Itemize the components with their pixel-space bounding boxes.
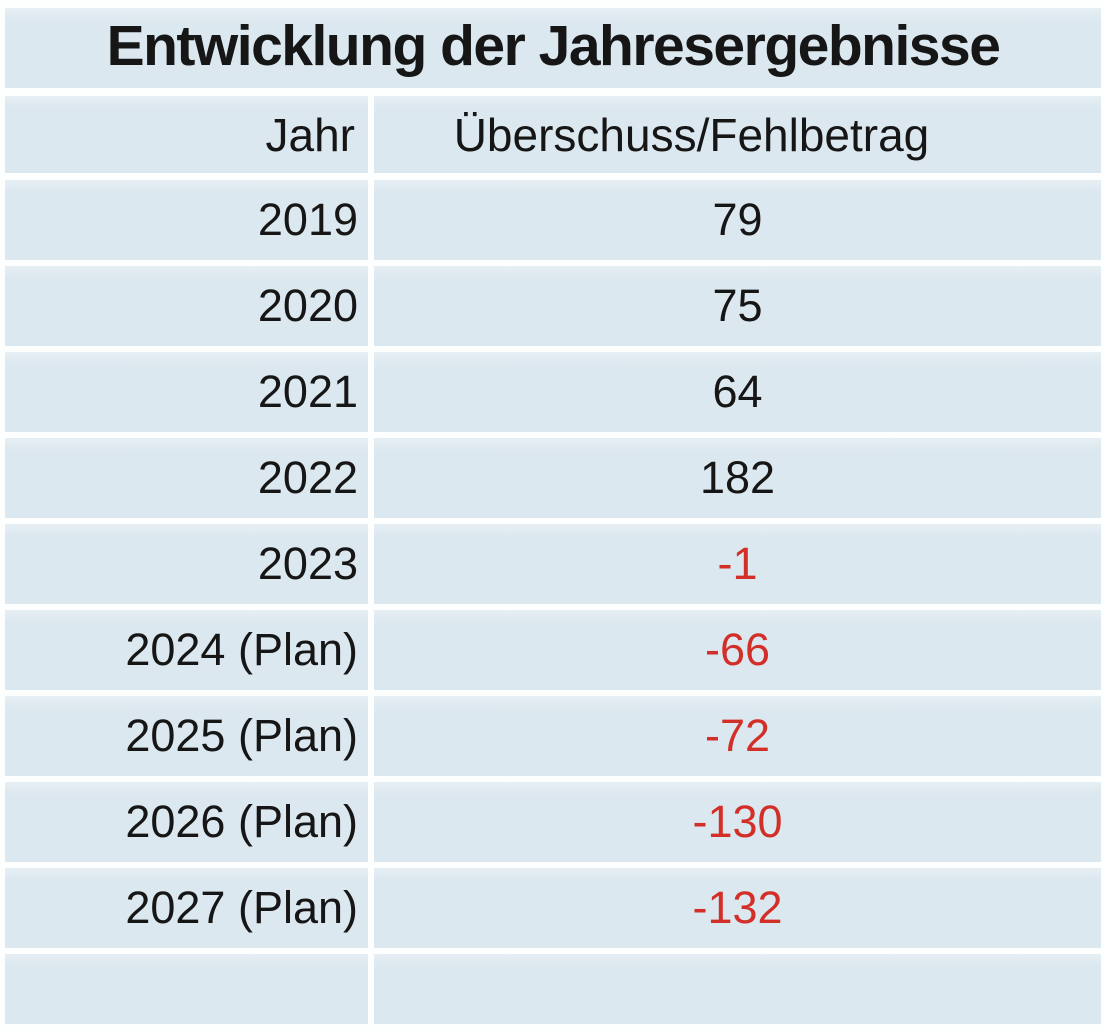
table-row: 2021 64 bbox=[5, 352, 1101, 432]
year-cell: 2024 (Plan) bbox=[5, 610, 368, 690]
value-cell: -132 bbox=[374, 868, 1101, 948]
value-cell: -1 bbox=[374, 524, 1101, 604]
year-cell: 2021 bbox=[5, 352, 368, 432]
value-cell: -66 bbox=[374, 610, 1101, 690]
empty-value-cell bbox=[374, 954, 1101, 1024]
table-row: 2022 182 bbox=[5, 438, 1101, 518]
table-row: 2019 79 bbox=[5, 180, 1101, 260]
column-header-surplus-deficit: Überschuss/Fehlbetrag bbox=[374, 96, 1101, 173]
title-row: Entwicklung der Jahresergebnisse bbox=[5, 8, 1101, 88]
table-row: 2026 (Plan) -130 bbox=[5, 782, 1101, 862]
year-cell: 2026 (Plan) bbox=[5, 782, 368, 862]
year-cell: 2022 bbox=[5, 438, 368, 518]
value-cell: 64 bbox=[374, 352, 1101, 432]
table-row: 2027 (Plan) -132 bbox=[5, 868, 1101, 948]
header-row: Jahr Überschuss/Fehlbetrag bbox=[5, 96, 1101, 173]
value-cell: 79 bbox=[374, 180, 1101, 260]
table-body: 2019 79 2020 75 2021 64 2022 182 2023 -1… bbox=[5, 180, 1101, 948]
table-row: 2023 -1 bbox=[5, 524, 1101, 604]
year-cell: 2023 bbox=[5, 524, 368, 604]
value-cell: -72 bbox=[374, 696, 1101, 776]
year-cell: 2027 (Plan) bbox=[5, 868, 368, 948]
table-row: 2025 (Plan) -72 bbox=[5, 696, 1101, 776]
table-row: 2024 (Plan) -66 bbox=[5, 610, 1101, 690]
table-title: Entwicklung der Jahresergebnisse bbox=[106, 14, 1001, 78]
year-cell: 2019 bbox=[5, 180, 368, 260]
value-cell: 182 bbox=[374, 438, 1101, 518]
column-header-year: Jahr bbox=[5, 96, 368, 173]
empty-row bbox=[5, 954, 1101, 1024]
value-cell: -130 bbox=[374, 782, 1101, 862]
value-cell: 75 bbox=[374, 266, 1101, 346]
year-cell: 2020 bbox=[5, 266, 368, 346]
table-row: 2020 75 bbox=[5, 266, 1101, 346]
empty-year-cell bbox=[5, 954, 368, 1024]
year-cell: 2025 (Plan) bbox=[5, 696, 368, 776]
